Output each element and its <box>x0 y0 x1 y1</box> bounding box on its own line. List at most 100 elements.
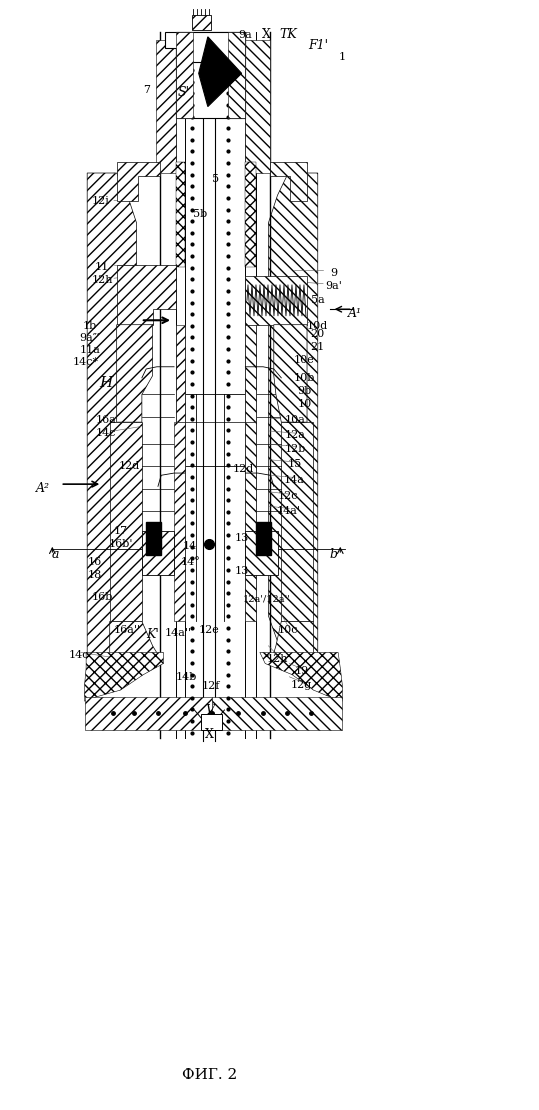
Text: a: a <box>51 548 59 562</box>
Text: 12h: 12h <box>267 654 288 664</box>
Text: 9b: 9b <box>297 386 312 396</box>
Polygon shape <box>110 422 142 622</box>
Text: A²: A² <box>36 482 50 495</box>
Text: X: X <box>262 28 271 41</box>
Text: 9a″′: 9a″′ <box>80 333 100 343</box>
Text: A¹: A¹ <box>348 307 362 320</box>
Text: 13: 13 <box>234 565 248 575</box>
Text: 5: 5 <box>212 173 219 183</box>
Text: 10b: 10b <box>294 373 315 383</box>
Bar <box>146 522 161 555</box>
Polygon shape <box>116 265 176 325</box>
Polygon shape <box>176 162 185 268</box>
Polygon shape <box>165 32 245 62</box>
Text: X: X <box>205 728 214 740</box>
Polygon shape <box>176 325 185 422</box>
Text: TK: TK <box>279 28 297 41</box>
Text: 12d: 12d <box>119 462 140 472</box>
Polygon shape <box>245 422 256 622</box>
Text: 12f: 12f <box>202 680 220 690</box>
Polygon shape <box>174 422 185 622</box>
Polygon shape <box>87 173 136 660</box>
Text: 5b: 5b <box>192 209 207 219</box>
Polygon shape <box>85 653 163 702</box>
Polygon shape <box>85 697 212 730</box>
Text: 19: 19 <box>294 666 309 676</box>
Text: 12g: 12g <box>291 679 312 689</box>
Text: 12d: 12d <box>233 464 254 474</box>
Polygon shape <box>268 173 318 660</box>
Text: 21: 21 <box>310 342 325 352</box>
Text: F1': F1' <box>308 39 328 52</box>
Polygon shape <box>212 697 342 730</box>
Text: ФИГ. 2: ФИГ. 2 <box>182 1069 237 1082</box>
Text: 14c*: 14c* <box>73 357 99 367</box>
Polygon shape <box>245 162 256 268</box>
Text: 9a: 9a <box>238 30 252 40</box>
Polygon shape <box>245 40 270 173</box>
Text: 12a'/12a'': 12a'/12a'' <box>243 595 291 604</box>
Text: 5a: 5a <box>311 295 324 305</box>
Text: 10a: 10a <box>285 415 306 425</box>
Text: 14c: 14c <box>96 428 116 438</box>
Text: 12i: 12i <box>92 195 109 205</box>
Text: K': K' <box>146 628 159 642</box>
Polygon shape <box>142 531 174 575</box>
Text: 16b': 16b' <box>108 539 133 549</box>
Text: 13: 13 <box>234 534 248 544</box>
Text: b: b <box>330 548 338 562</box>
Text: 12h: 12h <box>92 275 113 285</box>
Polygon shape <box>199 37 241 107</box>
Text: V: V <box>205 704 214 717</box>
Polygon shape <box>245 276 307 325</box>
Polygon shape <box>227 32 245 118</box>
Polygon shape <box>156 40 176 173</box>
Bar <box>256 522 271 555</box>
Text: 16b: 16b <box>92 592 113 602</box>
Text: 14: 14 <box>183 542 197 552</box>
Text: 11a: 11a <box>79 345 100 355</box>
Polygon shape <box>260 653 342 702</box>
Text: 14a: 14a <box>283 475 304 485</box>
Polygon shape <box>110 622 163 664</box>
Text: 9: 9 <box>330 268 337 278</box>
Text: 15: 15 <box>288 460 302 470</box>
Text: 10: 10 <box>297 400 312 410</box>
Text: 10d: 10d <box>307 321 328 331</box>
Polygon shape <box>176 32 245 118</box>
Polygon shape <box>274 325 307 422</box>
Text: 14°: 14° <box>180 556 200 566</box>
Text: 14c: 14c <box>69 649 89 659</box>
Text: 12b: 12b <box>285 444 306 454</box>
Text: 16: 16 <box>88 556 102 566</box>
Text: 16a'': 16a'' <box>114 625 141 635</box>
Text: 14b: 14b <box>176 672 197 682</box>
Text: 12e: 12e <box>199 625 220 635</box>
Text: 1c: 1c <box>258 542 271 552</box>
Text: 1b: 1b <box>83 321 97 331</box>
Text: 17: 17 <box>113 526 128 536</box>
Text: 12a: 12a <box>285 431 306 441</box>
Polygon shape <box>192 14 211 30</box>
Text: 11: 11 <box>95 262 109 272</box>
Text: S': S' <box>178 85 190 99</box>
Text: 9a': 9a' <box>326 281 342 291</box>
Polygon shape <box>271 622 314 664</box>
Text: 10e: 10e <box>294 355 315 365</box>
Text: 18: 18 <box>88 569 102 579</box>
Polygon shape <box>245 325 256 422</box>
Polygon shape <box>270 162 307 201</box>
Polygon shape <box>116 162 160 201</box>
Text: 14a'': 14a'' <box>165 627 192 637</box>
Bar <box>201 715 222 730</box>
Text: 10c: 10c <box>278 625 299 635</box>
Text: 16a: 16a <box>95 415 116 425</box>
Text: 1: 1 <box>338 52 345 62</box>
Text: 12c: 12c <box>278 492 299 502</box>
Text: 20: 20 <box>310 329 325 339</box>
Polygon shape <box>176 32 194 118</box>
Polygon shape <box>245 531 278 575</box>
Text: 7: 7 <box>143 85 150 95</box>
Text: H: H <box>99 376 113 391</box>
Polygon shape <box>281 422 314 622</box>
